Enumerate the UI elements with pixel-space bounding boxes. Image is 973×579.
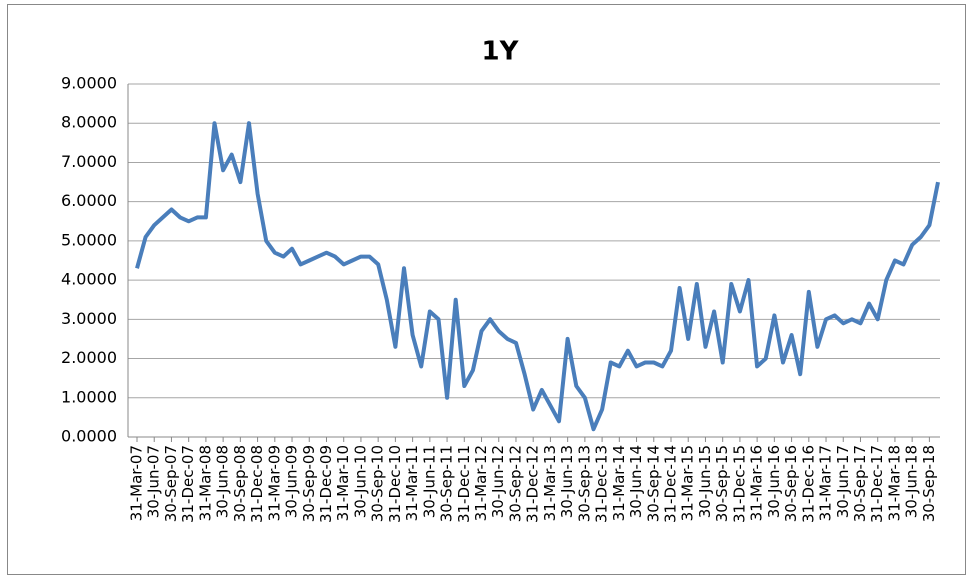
- x-tick-label: 30-Sep-08: [231, 445, 249, 522]
- x-tick-label: 30-Sep-10: [369, 445, 387, 522]
- y-tick-label: 3.0000: [61, 309, 117, 328]
- y-tick-label: 8.0000: [61, 113, 117, 132]
- y-tick-label: 5.0000: [61, 230, 117, 249]
- x-tick-label: 30-Jun-17: [834, 445, 852, 518]
- x-tick-label: 30-Sep-18: [920, 445, 938, 522]
- y-tick-label: 4.0000: [61, 270, 117, 289]
- x-tick-label: 30-Sep-17: [851, 445, 869, 522]
- x-tick-label: 30-Jun-08: [214, 445, 232, 518]
- x-tick-label: 30-Jun-12: [489, 445, 507, 518]
- x-tick-label: 31-Dec-08: [248, 445, 266, 523]
- y-tick-label: 0.0000: [61, 427, 117, 446]
- x-tick-label: 31-Mar-11: [403, 445, 421, 521]
- x-tick-label: 31-Mar-07: [128, 445, 146, 521]
- x-tick-label: 31-Dec-09: [317, 445, 335, 523]
- x-tick-label: 31-Dec-14: [662, 445, 680, 523]
- x-tick-label: 31-Dec-17: [868, 445, 886, 523]
- x-tick-label: 30-Jun-18: [903, 445, 921, 518]
- y-tick-label: 6.0000: [61, 191, 117, 210]
- x-tick-label: 30-Sep-16: [782, 445, 800, 522]
- x-tick-label: 31-Dec-10: [386, 445, 404, 523]
- x-tick-label: 31-Dec-12: [524, 445, 542, 523]
- x-tick-label: 30-Sep-14: [644, 445, 662, 522]
- x-tick-label: 31-Mar-14: [610, 445, 628, 521]
- x-tick-label: 31-Mar-16: [748, 445, 766, 521]
- x-tick-label: 30-Jun-13: [558, 445, 576, 518]
- x-tick-label: 30-Sep-09: [300, 445, 318, 522]
- x-tick-label: 31-Mar-12: [472, 445, 490, 521]
- x-tick-label: 30-Sep-11: [438, 445, 456, 522]
- x-tick-label: 30-Sep-13: [575, 445, 593, 522]
- x-tick-label: 30-Sep-12: [506, 445, 524, 522]
- x-tick-label: 30-Jun-16: [765, 445, 783, 518]
- x-tick-label: 31-Mar-09: [265, 445, 283, 521]
- x-tick-label: 30-Jun-11: [420, 445, 438, 518]
- y-tick-label: 7.0000: [61, 152, 117, 171]
- x-tick-label: 30-Jun-15: [696, 445, 714, 518]
- x-tick-label: 30-Sep-15: [713, 445, 731, 522]
- y-tick-label: 2.0000: [61, 348, 117, 367]
- x-tick-label: 30-Sep-07: [162, 445, 180, 522]
- x-tick-label: 31-Dec-07: [179, 445, 197, 523]
- y-tick-label: 1.0000: [61, 387, 117, 406]
- data-line: [135, 121, 940, 432]
- x-tick-label: 31-Mar-10: [334, 445, 352, 521]
- x-tick-label: 31-Dec-15: [730, 445, 748, 523]
- x-tick-label: 31-Mar-17: [817, 445, 835, 521]
- y-tick-label: 9.0000: [61, 74, 117, 93]
- x-tick-label: 31-Dec-13: [593, 445, 611, 523]
- x-tick-label: 31-Mar-08: [196, 445, 214, 521]
- x-tick-label: 30-Jun-14: [627, 445, 645, 518]
- x-tick-label: 31-Mar-15: [679, 445, 697, 521]
- x-tick-label: 30-Jun-10: [351, 445, 369, 518]
- x-tick-label: 31-Dec-16: [799, 445, 817, 523]
- x-tick-label: 30-Jun-07: [145, 445, 163, 518]
- x-tick-label: 31-Dec-11: [455, 445, 473, 523]
- chart-title: 1Y: [482, 37, 520, 67]
- x-tick-label: 30-Jun-09: [283, 445, 301, 518]
- x-tick-label: 31-Mar-13: [541, 445, 559, 521]
- x-tick-label: 31-Mar-18: [885, 445, 903, 521]
- chart-frame: [7, 4, 966, 575]
